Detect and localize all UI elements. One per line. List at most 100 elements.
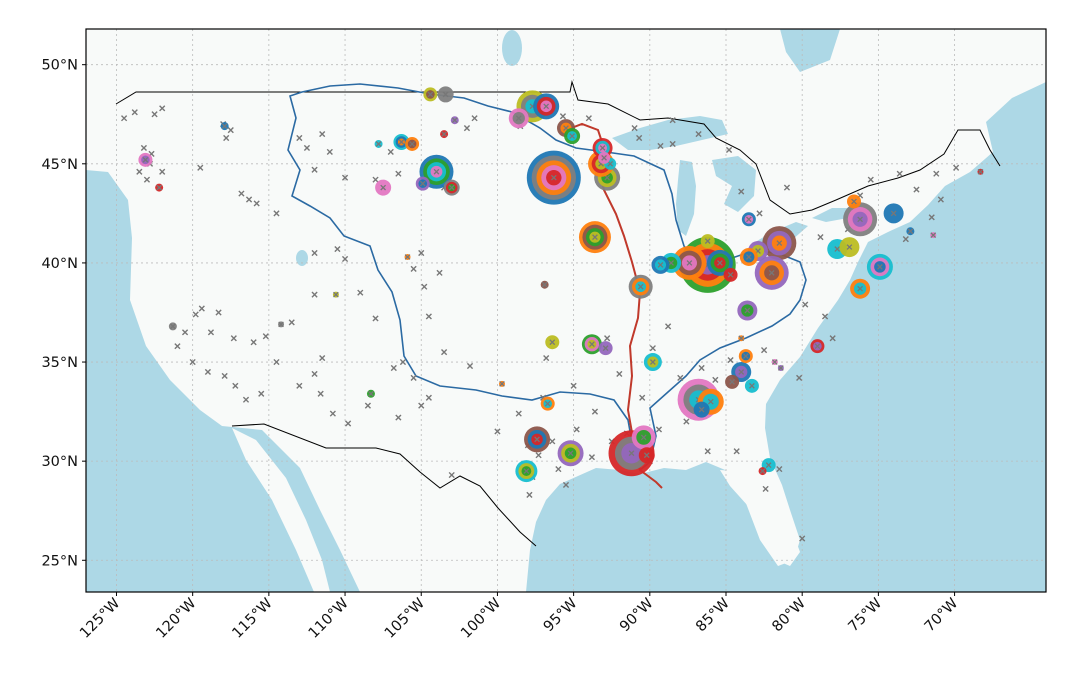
site-marker	[598, 341, 613, 356]
x-marker	[698, 364, 705, 372]
x-marker	[591, 408, 599, 415]
x-tick-label: 100°W	[458, 596, 504, 642]
site-marker	[777, 364, 784, 371]
x-marker	[140, 144, 147, 152]
x-marker	[829, 335, 836, 342]
x-marker	[677, 374, 684, 381]
x-marker	[410, 265, 417, 272]
site-marker	[643, 353, 662, 372]
site-marker	[564, 128, 581, 145]
y-tick-label: 45°N	[41, 157, 78, 173]
baja-peninsula	[232, 428, 330, 592]
site-marker	[977, 168, 984, 175]
x-marker	[319, 130, 326, 138]
site-marker	[725, 374, 740, 389]
x-marker	[372, 176, 379, 183]
x-marker	[669, 117, 676, 124]
x-marker	[227, 127, 234, 134]
site-marker	[540, 280, 549, 289]
x-tick-label: 110°W	[306, 596, 352, 642]
site-marker	[374, 139, 383, 148]
x-marker	[159, 105, 166, 112]
x-marker	[189, 358, 196, 366]
x-marker	[334, 245, 341, 253]
x-marker	[436, 269, 443, 276]
site-marker	[651, 255, 670, 274]
site-marker	[700, 234, 715, 249]
site-marker	[499, 380, 505, 387]
florida	[720, 470, 800, 566]
x-marker	[562, 481, 570, 489]
site-marker	[155, 183, 164, 192]
x-marker	[258, 390, 265, 397]
site-marker	[723, 267, 738, 282]
x-marker	[317, 390, 324, 397]
site-marker	[533, 93, 560, 120]
x-marker	[616, 370, 623, 378]
x-marker	[727, 356, 734, 364]
x-marker	[232, 382, 239, 389]
x-marker	[311, 291, 318, 298]
site-marker	[524, 426, 551, 453]
site-circles	[138, 86, 984, 483]
x-marker	[204, 368, 211, 376]
us-canada-border	[115, 80, 1001, 215]
site-marker	[850, 278, 871, 299]
x-marker	[604, 335, 611, 342]
x-tick-label: 80°W	[769, 596, 809, 636]
x-marker	[159, 168, 166, 175]
site-marker	[739, 247, 758, 266]
site-marker	[631, 425, 656, 450]
x-marker	[221, 372, 228, 380]
x-marker	[817, 234, 824, 241]
x-marker	[543, 354, 550, 362]
x-marker	[573, 426, 580, 433]
site-marker	[168, 322, 177, 331]
site-marker	[744, 378, 759, 393]
site-marker	[810, 339, 825, 354]
site-marker	[526, 150, 581, 205]
site-marker	[581, 334, 602, 355]
x-marker	[559, 113, 567, 120]
x-marker	[390, 364, 397, 372]
x-marker	[399, 358, 407, 366]
x-marker	[896, 170, 903, 177]
x-marker	[725, 146, 733, 154]
x-marker	[387, 148, 394, 156]
x-tick-label: 70°W	[922, 596, 962, 636]
site-marker	[839, 237, 860, 258]
x-marker	[463, 125, 471, 132]
x-marker	[311, 370, 318, 378]
x-marker	[738, 188, 745, 195]
site-marker	[220, 122, 229, 131]
x-marker	[796, 374, 803, 381]
x-marker	[631, 125, 638, 132]
x-marker	[466, 362, 474, 370]
site-marker	[758, 467, 767, 476]
x-marker	[311, 166, 318, 173]
site-marker	[592, 137, 613, 158]
x-marker	[131, 109, 138, 116]
x-marker	[783, 184, 791, 191]
x-marker	[665, 323, 672, 330]
x-tick-label: 95°W	[541, 596, 581, 636]
gulf-of-california	[262, 444, 354, 592]
lake-superior	[612, 116, 728, 150]
x-marker	[121, 115, 128, 122]
x-marker	[250, 339, 257, 346]
x-marker	[425, 313, 432, 320]
site-marker	[440, 130, 449, 139]
site-marker	[906, 227, 915, 236]
site-marker	[738, 349, 753, 364]
x-marker	[273, 210, 280, 217]
x-marker	[273, 358, 280, 366]
x-marker	[303, 144, 311, 152]
x-marker	[639, 394, 646, 401]
x-marker	[655, 426, 663, 433]
x-marker	[588, 454, 595, 461]
mississippi-basin-outline	[287, 83, 807, 472]
site-marker	[741, 212, 756, 227]
land-mass	[86, 29, 1046, 592]
site-marker	[847, 194, 861, 209]
